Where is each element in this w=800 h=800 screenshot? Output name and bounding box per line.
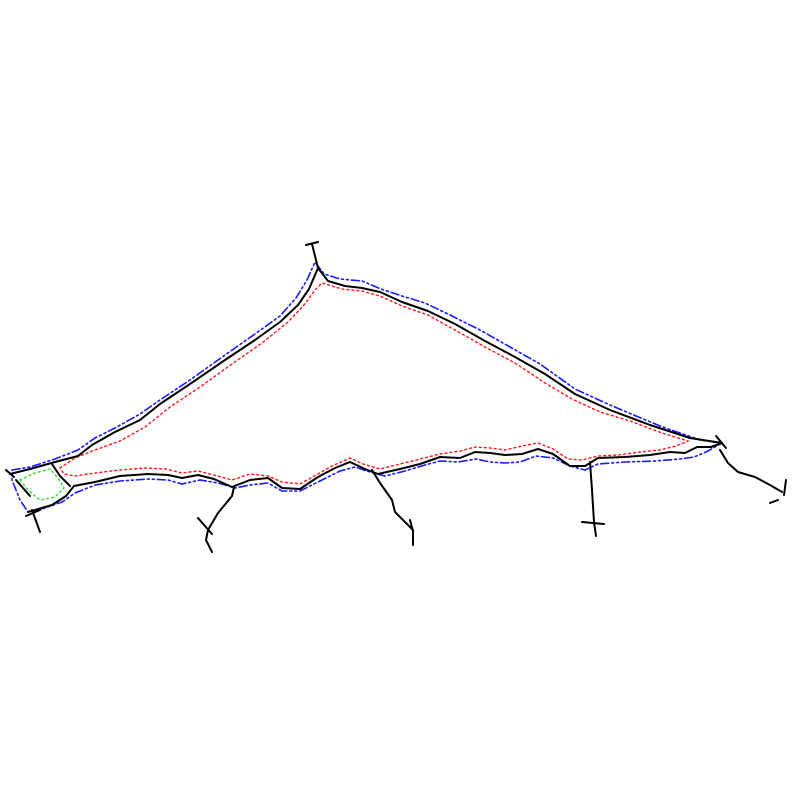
left-end-tick-top — [5, 469, 31, 497]
left-end-divider — [51, 463, 71, 487]
inner-offset-outline — [59, 282, 691, 485]
right-end-tick — [715, 435, 727, 449]
branch-1 — [197, 486, 235, 553]
branch-4 — [719, 449, 787, 504]
apex-tick — [305, 241, 319, 269]
branch-2 — [371, 469, 414, 546]
main-outline — [9, 267, 723, 513]
left-end-tick-bottom — [25, 509, 41, 533]
outer-offset-outline — [11, 260, 725, 513]
branch-3 — [581, 461, 605, 537]
left-end-region — [18, 468, 65, 501]
